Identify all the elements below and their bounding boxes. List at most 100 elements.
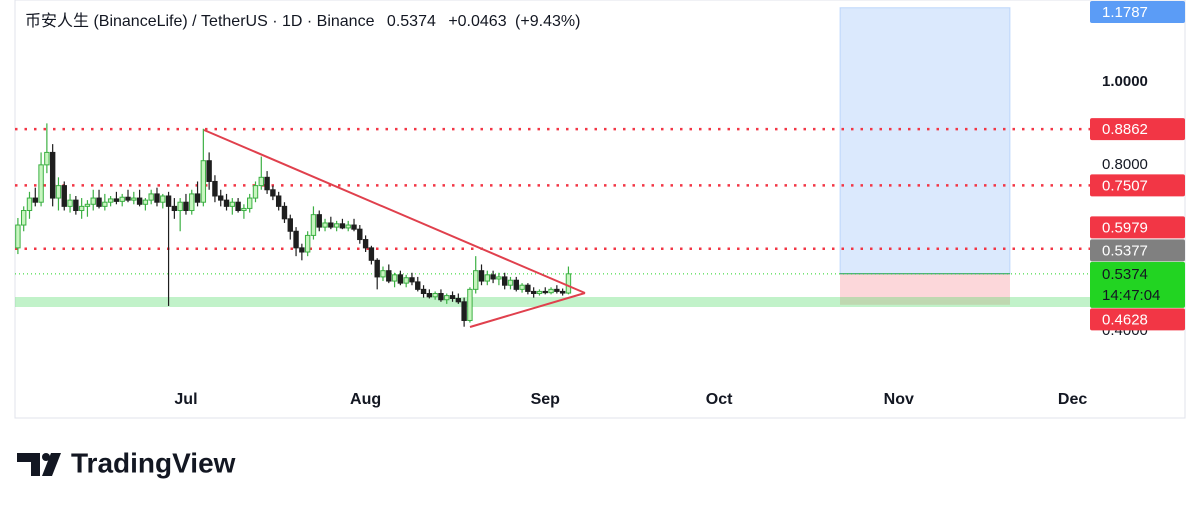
candle-body <box>247 197 253 209</box>
stop-zone <box>840 273 1010 305</box>
candle-body <box>44 151 50 166</box>
x-tick-label: Oct <box>706 391 733 408</box>
candle-body <box>386 270 392 282</box>
candle-body <box>148 193 154 201</box>
candle-body <box>461 301 467 321</box>
candle-body <box>218 195 224 201</box>
x-tick-label: Dec <box>1058 391 1087 408</box>
candle-body <box>281 205 288 220</box>
candle-body <box>275 195 282 207</box>
candle-body <box>565 273 572 294</box>
candle-body <box>142 199 149 205</box>
chart-header: 币安人生 (BinanceLife) / TetherUS · 1D · Bin… <box>25 12 580 30</box>
candle-body <box>397 274 404 284</box>
candle-body <box>125 196 131 201</box>
candle-body <box>490 274 496 280</box>
candle-body <box>455 297 462 303</box>
axes: JulAugSepOctNovDec1.00000.80000.40001.17… <box>174 1 1185 408</box>
price-label: 0.5979 <box>1102 219 1148 236</box>
candle-body <box>310 214 317 236</box>
candle-body <box>351 224 357 230</box>
candle-body <box>299 247 305 253</box>
candle-body <box>90 197 96 205</box>
candle-body <box>525 284 531 292</box>
chart-title: 币安人生 (BinanceLife) / TetherUS · 1D · Bin… <box>25 12 375 30</box>
candle-body <box>304 234 311 253</box>
candles <box>15 123 572 327</box>
price-change: +0.0463 <box>448 13 506 30</box>
candle-body <box>362 239 369 249</box>
candle-body <box>339 223 346 229</box>
candle-body <box>258 176 264 187</box>
candle-body <box>432 293 438 298</box>
candle-body <box>26 197 33 212</box>
candle-body <box>102 201 108 207</box>
candle-body <box>409 277 415 283</box>
candle-body <box>554 288 560 292</box>
background-layer <box>15 7 1090 305</box>
candle-body <box>519 284 525 290</box>
candle-body <box>177 201 183 212</box>
candle-body <box>403 277 409 284</box>
candle-body <box>467 288 473 321</box>
candle-body <box>380 270 386 278</box>
candle-body <box>229 201 236 207</box>
x-tick-label: Jul <box>174 391 197 408</box>
price-label: 0.8862 <box>1102 121 1148 138</box>
candle-body <box>200 160 207 203</box>
candle-body <box>513 279 519 290</box>
candle-body <box>67 199 73 207</box>
candle-body <box>212 180 218 197</box>
candle-body <box>183 201 189 212</box>
candle-body <box>420 288 427 295</box>
candle-body <box>322 222 328 228</box>
price-label: 0.4628 <box>1102 311 1148 328</box>
candle-body <box>345 224 351 229</box>
logo-shape <box>42 453 61 476</box>
candle-body <box>270 189 276 197</box>
candle-body <box>559 290 566 294</box>
x-tick-label: Aug <box>350 391 381 408</box>
candle-body <box>189 193 195 212</box>
trend-line <box>469 292 586 328</box>
candle-body <box>391 274 398 282</box>
candle-body <box>20 210 27 226</box>
candle-body <box>107 198 114 203</box>
target-zone <box>839 7 1011 275</box>
candle-body <box>293 230 299 249</box>
candle-body <box>165 195 172 207</box>
candle-body <box>333 223 340 228</box>
candle-body <box>484 274 491 282</box>
candle-body <box>473 270 479 290</box>
candle-body <box>223 199 230 207</box>
price-change-percent: (+9.43%) <box>515 13 580 30</box>
candle-body <box>368 247 375 261</box>
candle-body <box>49 151 56 199</box>
candle-body <box>287 218 293 232</box>
candle-body <box>235 201 241 212</box>
last-price: 0.5374 <box>387 13 436 30</box>
candle-body <box>328 222 334 228</box>
candle-body <box>84 203 91 207</box>
candle-body <box>113 198 120 202</box>
candle-body <box>119 196 125 202</box>
candle-body <box>154 193 160 203</box>
candle-body <box>78 205 85 212</box>
candle-body <box>444 295 450 301</box>
candle-body <box>73 199 79 212</box>
candle-body <box>61 185 67 207</box>
candle-body <box>496 276 502 280</box>
candle-body <box>501 276 508 286</box>
x-tick-label: Sep <box>531 391 561 408</box>
price-label-box <box>1090 308 1185 331</box>
candle-body <box>449 295 456 299</box>
candle-body <box>374 259 380 278</box>
logo-shape <box>42 453 50 461</box>
logo-shape <box>17 453 40 476</box>
candle-body <box>426 293 433 298</box>
candle-body <box>507 279 514 286</box>
bar-countdown: 14:47:04 <box>1102 287 1160 304</box>
candle-body <box>316 214 322 228</box>
candle-body <box>194 193 201 203</box>
